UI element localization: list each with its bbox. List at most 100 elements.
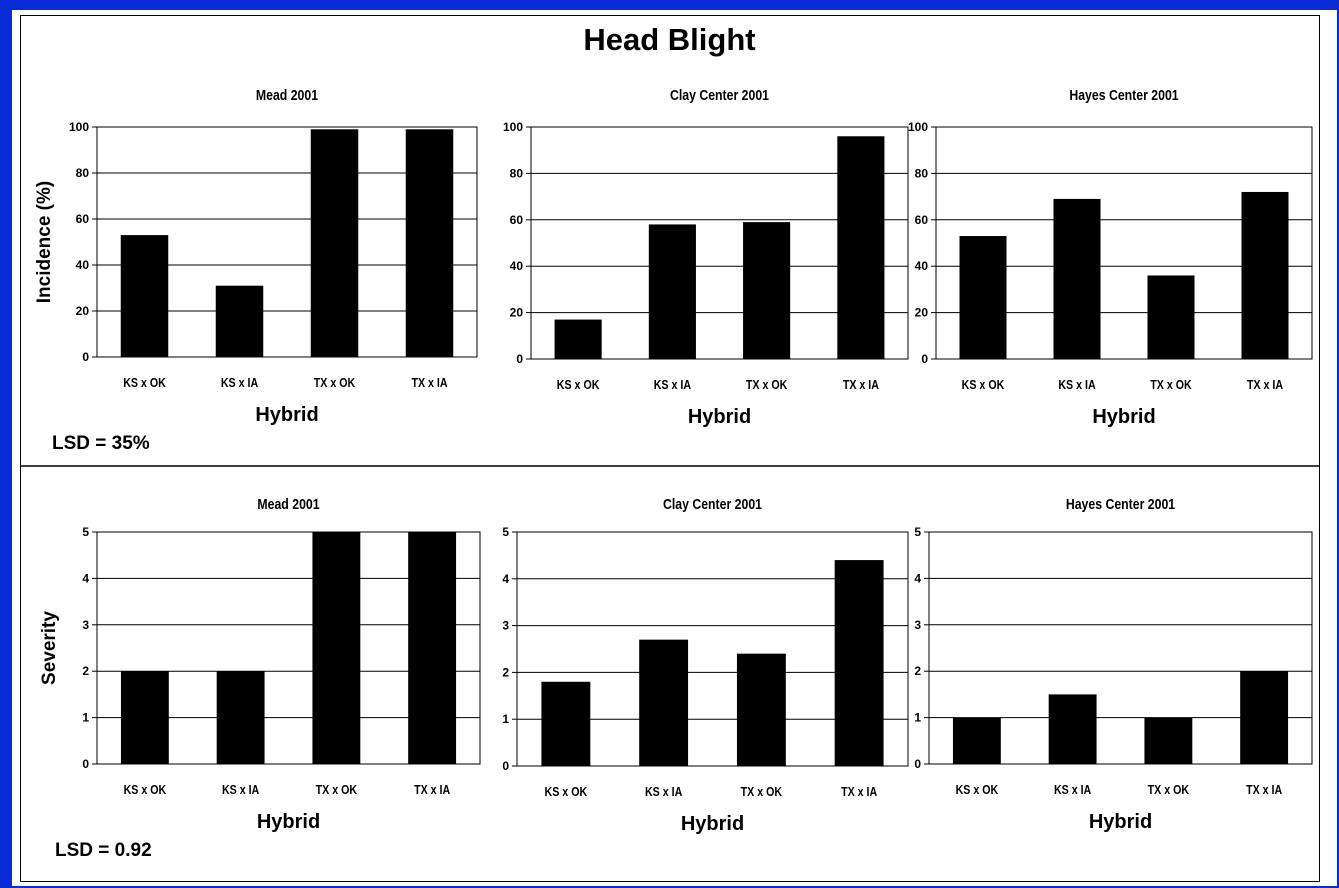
chart-6-plot-area <box>928 531 1313 765</box>
chart-3-title: Hayes Center 2001 <box>1069 87 1179 103</box>
chart-4-x-axis-label: Hybrid <box>257 811 320 833</box>
chart-6-y-tick-label: 5 <box>914 525 921 539</box>
chart-3-y-tick-label: 80 <box>915 166 929 180</box>
chart-1-x-axis-label: Hybrid <box>255 404 318 426</box>
chart-5-y-tick-label: 3 <box>502 619 509 633</box>
chart-1-x-tick-label: KS x IA <box>221 375 259 390</box>
chart-1-title: Mead 2001 <box>256 87 318 103</box>
chart-3-bar <box>959 236 1007 359</box>
chart-4-y-tick-label: 1 <box>82 711 89 725</box>
chart-1-bar <box>405 129 454 357</box>
chart-4-y-tick-label: 5 <box>82 525 89 539</box>
chart-6-title: Hayes Center 2001 <box>1066 496 1176 512</box>
chart-3-y-tick-label: 100 <box>908 120 928 134</box>
chart-2-bar <box>648 224 696 359</box>
chart-1-y-tick-label: 0 <box>82 350 89 364</box>
chart-2-y-tick-label: 60 <box>510 213 524 227</box>
chart-4-x-tick-label: KS x OK <box>124 782 167 797</box>
chart-5-y-tick-label: 0 <box>502 759 509 773</box>
chart-6-bar <box>1240 671 1289 764</box>
chart-5-y-tick-label: 2 <box>502 665 509 679</box>
chart-6-x-tick-label: KS x IA <box>1054 782 1092 797</box>
chart-6-y-tick-label: 2 <box>914 664 921 678</box>
chart-4-y-tick-label: 0 <box>82 757 89 771</box>
severity-lsd-label: LSD = 0.92 <box>55 840 152 861</box>
figure-title: Head Blight <box>583 22 756 57</box>
chart-1-x-tick-label: KS x OK <box>123 375 166 390</box>
chart-5-y-tick-label: 1 <box>502 712 509 726</box>
chart-2-y-tick-label: 80 <box>510 166 524 180</box>
chart-1-bar <box>310 129 359 357</box>
chart-2-x-tick-label: TX x IA <box>843 377 879 392</box>
chart-2-bar <box>743 222 791 359</box>
chart-1-y-tick-label: 20 <box>76 304 90 318</box>
chart-3-y-tick-label: 60 <box>915 213 929 227</box>
chart-6-x-tick-label: TX x OK <box>1148 782 1190 797</box>
chart-4-bar <box>312 532 361 764</box>
chart-3-x-tick-label: KS x IA <box>1058 377 1096 392</box>
chart-6-y-tick-label: 3 <box>914 618 921 632</box>
chart-5-bar <box>834 560 884 766</box>
chart-4-bar <box>120 671 169 764</box>
chart-5-bar <box>639 639 689 766</box>
chart-5-x-tick-label: TX x OK <box>741 784 783 799</box>
chart-6-bar <box>952 717 1001 764</box>
chart-4-y-tick-label: 4 <box>82 571 89 585</box>
chart-5-x-axis-label: Hybrid <box>681 813 744 835</box>
chart-6-x-tick-label: KS x OK <box>956 782 999 797</box>
chart-6-y-tick-label: 4 <box>914 571 921 585</box>
chart-6-x-tick-label: TX x IA <box>1246 782 1282 797</box>
chart-5-title: Clay Center 2001 <box>663 496 762 512</box>
chart-3-x-axis-label: Hybrid <box>1092 406 1155 428</box>
chart-1-y-tick-label: 40 <box>76 258 90 272</box>
chart-1-y-tick-label: 80 <box>76 166 90 180</box>
chart-5-y-tick-label: 4 <box>502 572 509 586</box>
chart-5-plot-area <box>516 531 909 767</box>
chart-5-x-tick-label: KS x OK <box>545 784 588 799</box>
chart-1-plot-area <box>96 126 478 358</box>
chart-5-bar <box>736 653 786 766</box>
chart-3-y-tick-label: 40 <box>915 259 929 273</box>
chart-6-bar <box>1048 694 1097 764</box>
chart-3-bar <box>1241 191 1289 359</box>
chart-5-bar <box>541 681 591 766</box>
chart-4-bar <box>408 532 457 764</box>
chart-4-plot-area <box>96 531 481 765</box>
chart-1-y-axis-label: Incidence (%) <box>34 181 55 303</box>
chart-2-y-tick-label: 100 <box>503 120 523 134</box>
chart-1-bar <box>120 235 169 357</box>
chart-2-y-tick-label: 40 <box>510 259 524 273</box>
chart-4-x-tick-label: TX x IA <box>414 782 450 797</box>
chart-3-x-tick-label: TX x IA <box>1247 377 1283 392</box>
chart-5-x-tick-label: KS x IA <box>645 784 683 799</box>
chart-2-y-tick-label: 0 <box>516 352 523 366</box>
chart-5-y-tick-label: 5 <box>502 525 509 539</box>
chart-2-x-tick-label: TX x OK <box>746 377 788 392</box>
chart-3-x-tick-label: KS x OK <box>962 377 1005 392</box>
incidence-lsd-label: LSD = 35% <box>52 433 150 454</box>
chart-6-bar <box>1144 717 1193 764</box>
chart-2-title: Clay Center 2001 <box>670 87 769 103</box>
chart-2-plot-area <box>530 126 909 360</box>
chart-3-plot-area <box>935 126 1313 360</box>
chart-3-x-tick-label: TX x OK <box>1150 377 1192 392</box>
chart-2-bar <box>554 319 602 359</box>
chart-4-bar <box>216 671 265 764</box>
chart-1-y-tick-label: 100 <box>69 120 89 134</box>
chart-1-x-tick-label: TX x IA <box>411 375 447 390</box>
chart-2-bar <box>837 136 885 359</box>
chart-4-y-axis-label: Severity <box>39 611 60 685</box>
chart-2-y-tick-label: 20 <box>510 306 524 320</box>
chart-5-x-tick-label: TX x IA <box>841 784 877 799</box>
chart-3-bar <box>1147 275 1195 359</box>
chart-6-x-axis-label: Hybrid <box>1089 811 1152 833</box>
chart-4-x-tick-label: TX x OK <box>316 782 358 797</box>
chart-1-bar <box>215 285 264 357</box>
chart-3-bar <box>1053 198 1101 359</box>
chart-4-x-tick-label: KS x IA <box>222 782 260 797</box>
chart-6-y-tick-label: 0 <box>914 757 921 771</box>
chart-1-y-tick-label: 60 <box>76 212 90 226</box>
chart-6-y-tick-label: 1 <box>914 711 921 725</box>
chart-2-x-tick-label: KS x IA <box>654 377 692 392</box>
